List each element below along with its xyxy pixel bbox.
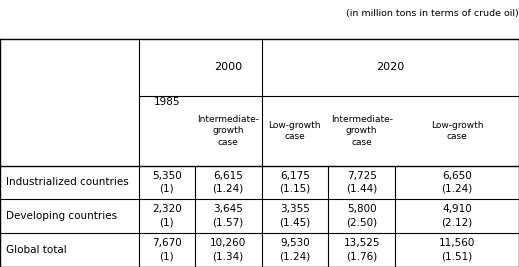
Text: 6,615
(1.24): 6,615 (1.24) <box>212 171 244 194</box>
Text: 3,355
(1.45): 3,355 (1.45) <box>279 204 310 227</box>
Text: Developing countries: Developing countries <box>6 211 117 221</box>
Text: 6,650
(1.24): 6,650 (1.24) <box>442 171 473 194</box>
Text: 11,560
(1.51): 11,560 (1.51) <box>439 238 475 261</box>
Text: 4,910
(2.12): 4,910 (2.12) <box>442 204 473 227</box>
Text: Global total: Global total <box>6 245 67 255</box>
Text: 7,670
(1): 7,670 (1) <box>152 238 182 261</box>
Text: 3,645
(1.57): 3,645 (1.57) <box>212 204 244 227</box>
Text: 13,525
(1.76): 13,525 (1.76) <box>344 238 380 261</box>
Text: 9,530
(1.24): 9,530 (1.24) <box>279 238 310 261</box>
Text: 2,320
(1): 2,320 (1) <box>152 204 182 227</box>
Text: 2020: 2020 <box>376 62 404 72</box>
Text: Industrialized countries: Industrialized countries <box>6 177 129 187</box>
Text: 7,725
(1.44): 7,725 (1.44) <box>346 171 377 194</box>
Text: 1985: 1985 <box>154 97 180 107</box>
Text: (in million tons in terms of crude oil): (in million tons in terms of crude oil) <box>346 9 519 18</box>
Text: Intermediate-
growth
case: Intermediate- growth case <box>331 115 393 147</box>
Text: 5,350
(1): 5,350 (1) <box>152 171 182 194</box>
Text: 5,800
(2.50): 5,800 (2.50) <box>346 204 377 227</box>
Text: 2000: 2000 <box>214 62 242 72</box>
Text: Low-growth
case: Low-growth case <box>268 121 321 141</box>
Text: Low-growth
case: Low-growth case <box>431 121 484 141</box>
Text: 6,175
(1.15): 6,175 (1.15) <box>279 171 310 194</box>
Text: 10,260
(1.34): 10,260 (1.34) <box>210 238 246 261</box>
Text: Intermediate-
growth
case: Intermediate- growth case <box>197 115 259 147</box>
